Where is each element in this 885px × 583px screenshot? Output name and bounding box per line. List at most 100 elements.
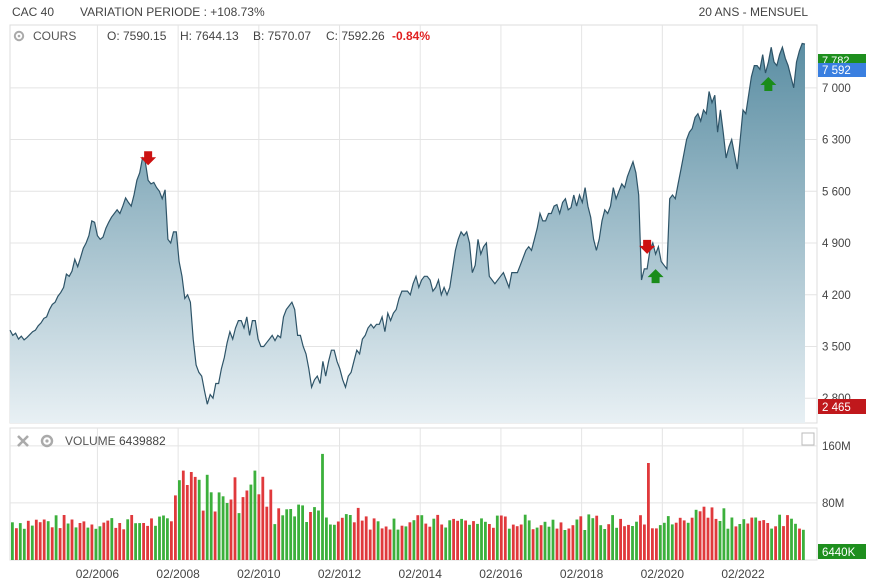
volume-bar [595,515,599,560]
volume-bar [702,506,706,560]
volume-bar [110,518,114,560]
volume-bar [11,522,14,560]
volume-bar [392,518,396,560]
volume-bar [336,521,340,560]
volume-bar [269,489,273,560]
volume-bar [178,480,181,560]
volume-bar [376,521,380,560]
volume-bar [245,490,249,560]
volume-bar [15,528,18,560]
close-icon[interactable] [17,435,29,447]
volume-bar [380,528,384,560]
price-y-tick-label: 3 500 [822,342,851,354]
volume-expand-checkbox[interactable] [801,432,815,446]
volume-bar [627,524,630,560]
volume-bar [98,526,102,560]
volume-bar [623,526,626,560]
volume-bar [798,528,801,560]
volume-bar [706,517,710,560]
volume-bar [754,517,758,560]
volume-bar [209,492,213,560]
volume-bar [492,527,495,560]
volume-bar [26,520,30,560]
volume-bar [237,513,241,560]
volume-bar [611,515,614,560]
volume-bar [730,517,734,560]
volume-bars [11,453,805,560]
volume-bar [277,508,281,560]
volume-bar [484,521,487,560]
volume-bar [154,525,157,560]
x-tick-label: 02/2018 [560,567,604,581]
volume-bar [726,528,730,560]
volume-settings-icon[interactable] [40,434,54,448]
x-tick-label: 02/2022 [721,567,765,581]
volume-y-tick-label: 160M [822,441,851,453]
volume-bar [495,515,499,560]
volume-bar [181,470,185,560]
volume-bar [539,525,543,560]
volume-bar [309,512,312,560]
volume-bar [317,510,320,560]
volume-bar [635,521,638,560]
volume-bar [662,522,666,560]
volume-bar [102,522,106,560]
volume-bar [229,499,233,560]
volume-bar [400,525,404,560]
price-area-fill [10,43,805,423]
x-tick-label: 02/2006 [76,567,120,581]
volume-bar [130,515,134,560]
volume-y-ticks: 80M 160M [822,441,851,510]
volume-bar [686,522,690,560]
svg-text:6440K: 6440K [822,547,856,559]
volume-grid [10,445,817,504]
volume-bar [678,517,682,560]
volume-bar [106,520,110,560]
volume-bar [408,522,412,560]
volume-bar [384,526,388,560]
volume-bar [321,453,324,560]
change-percent: -0.84% [392,29,430,43]
open-value: O: 7590.15 [107,29,167,43]
volume-bar [488,524,491,560]
volume-bar [313,507,316,560]
svg-text:7 592: 7 592 [822,65,851,77]
volume-bar [166,518,169,560]
volume-bar [18,523,22,560]
close-value: C: 7592.26 [326,29,385,43]
volume-bar [193,476,197,560]
volume-bar [138,523,141,560]
volume-bar [201,510,205,560]
volume-bar [74,527,78,560]
volume-bar [666,516,670,560]
last-volume-tag: 6440K [818,544,866,559]
volume-bar [368,529,372,560]
volume-bar [285,509,289,560]
volume-bar [114,527,118,560]
volume-bar [440,524,444,560]
volume-bar [527,520,531,560]
settings-icon[interactable] [13,30,25,42]
x-axis-ticks: 02/2006 02/2008 02/2010 02/2012 02/2014 02/20… [76,567,765,581]
volume-bar [722,508,726,560]
volume-bar [690,517,694,560]
volume-bar [615,527,618,560]
volume-bar [340,517,344,560]
volume-bar [356,507,360,560]
volume-bar [774,526,777,560]
volume-bar [249,484,253,560]
high-value: H: 7644.13 [180,29,239,43]
volume-bar [472,521,475,560]
x-tick-label: 02/2014 [399,567,443,581]
volume-bar [802,529,805,560]
volume-bar [480,518,483,560]
volume-bar [750,517,754,560]
x-tick-label: 02/2016 [479,567,523,581]
volume-bar [305,522,308,560]
volume-bar [158,516,161,560]
volume-bar [344,514,348,560]
volume-bar [364,516,368,560]
period-selector[interactable]: 20 ANS - MENSUEL [698,5,808,19]
